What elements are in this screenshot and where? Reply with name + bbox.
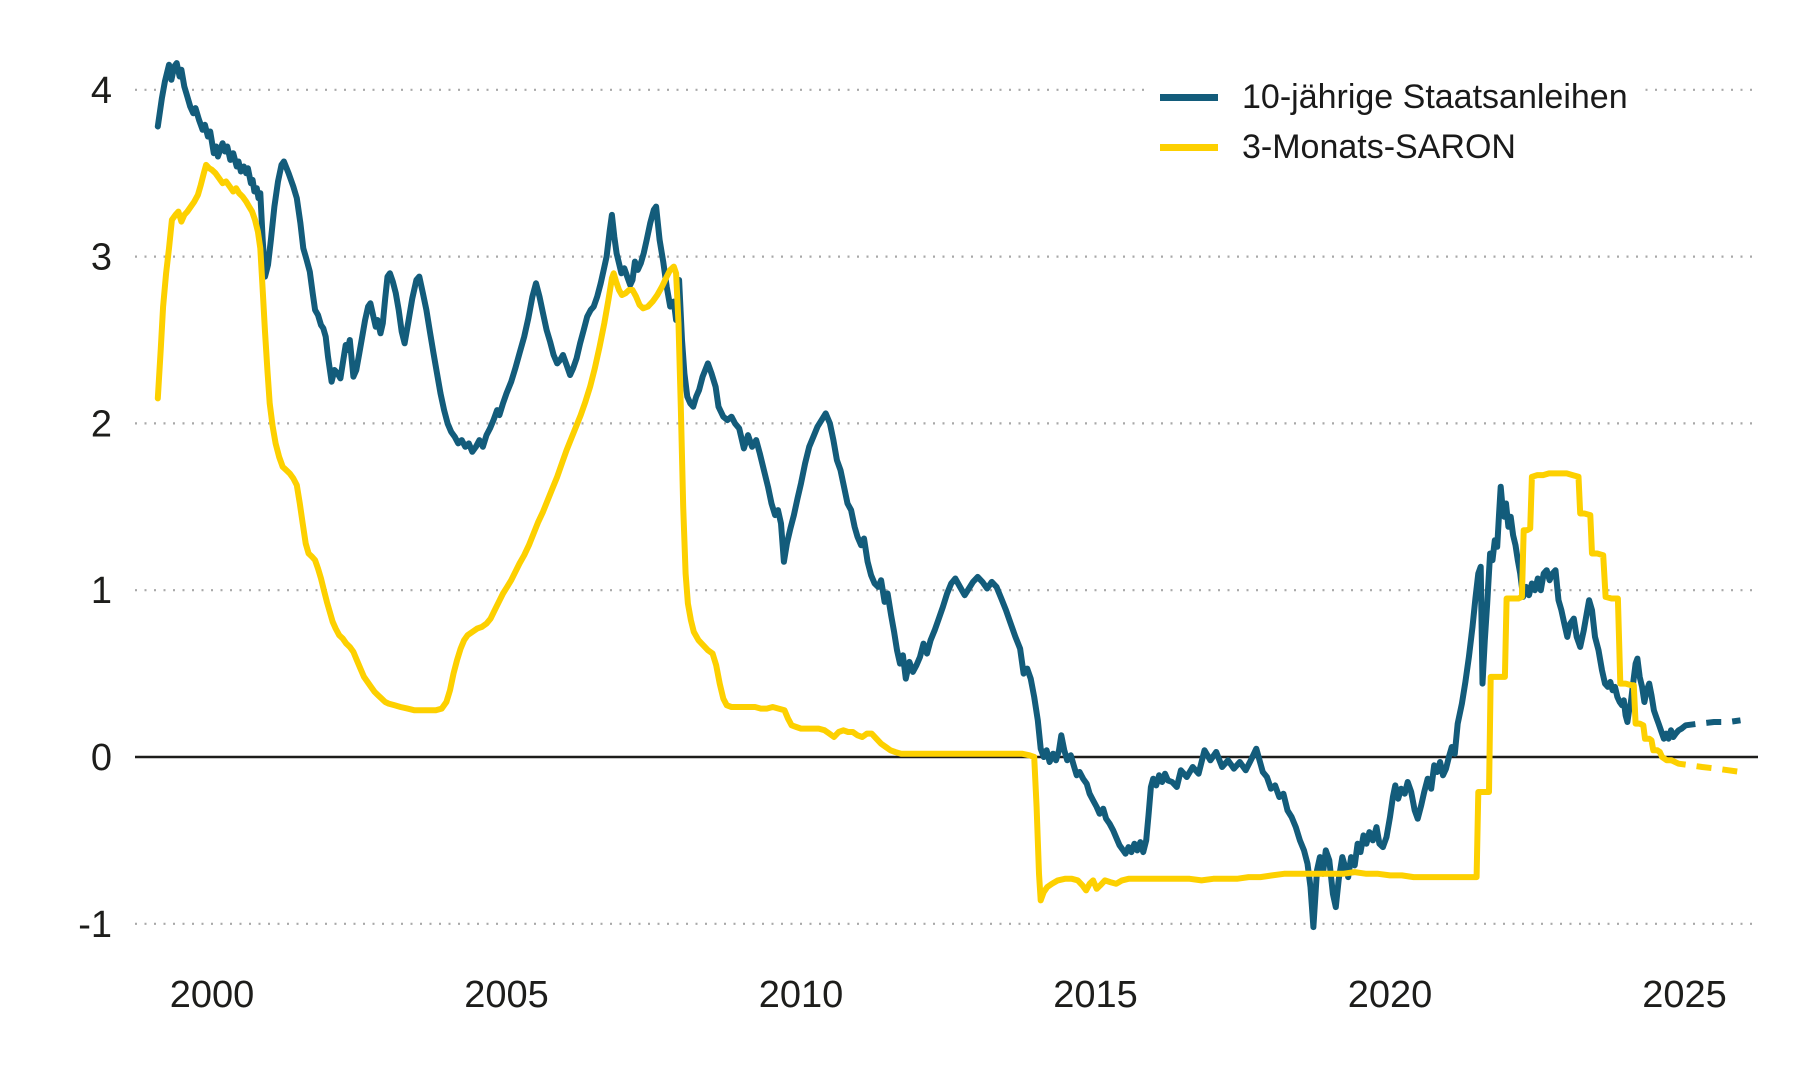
x-tick-label: 2015: [1053, 974, 1138, 1016]
y-tick-label: 4: [91, 70, 112, 112]
x-tick-label: 2005: [464, 974, 549, 1016]
x-tick-label: 2010: [759, 974, 844, 1016]
legend-item-10-j-hrige-staatsanleihen: 10-jährige Staatsanleihen: [1160, 72, 1628, 122]
legend-label: 10-jährige Staatsanleihen: [1242, 78, 1628, 116]
y-tick-label: 2: [91, 403, 112, 445]
y-tick-label: 1: [91, 570, 112, 612]
legend-swatch-icon: [1160, 143, 1218, 151]
x-tick-label: 2025: [1642, 974, 1727, 1016]
legend-label: 3-Monats-SARON: [1242, 128, 1516, 166]
series-line-3-monats-saron: [154, 161, 1675, 904]
x-tick-label: 2020: [1348, 974, 1433, 1016]
series-forecast-10-j-hrige-staatsanleihen: [1679, 717, 1741, 731]
x-tick-label: 2000: [170, 974, 255, 1016]
legend-swatch-icon: [1160, 93, 1218, 101]
series-line-10-j-hrige-staatsanleihen: [154, 60, 1685, 931]
y-tick-label: 0: [91, 737, 112, 779]
y-tick-label: -1: [78, 904, 112, 946]
legend: 10-jährige Staatsanleihen 3-Monats-SARON: [1150, 68, 1638, 180]
legend-item-3-monats-saron: 3-Monats-SARON: [1160, 122, 1628, 172]
y-tick-label: 3: [91, 237, 112, 279]
series-forecast-3-monats-saron: [1670, 757, 1741, 775]
